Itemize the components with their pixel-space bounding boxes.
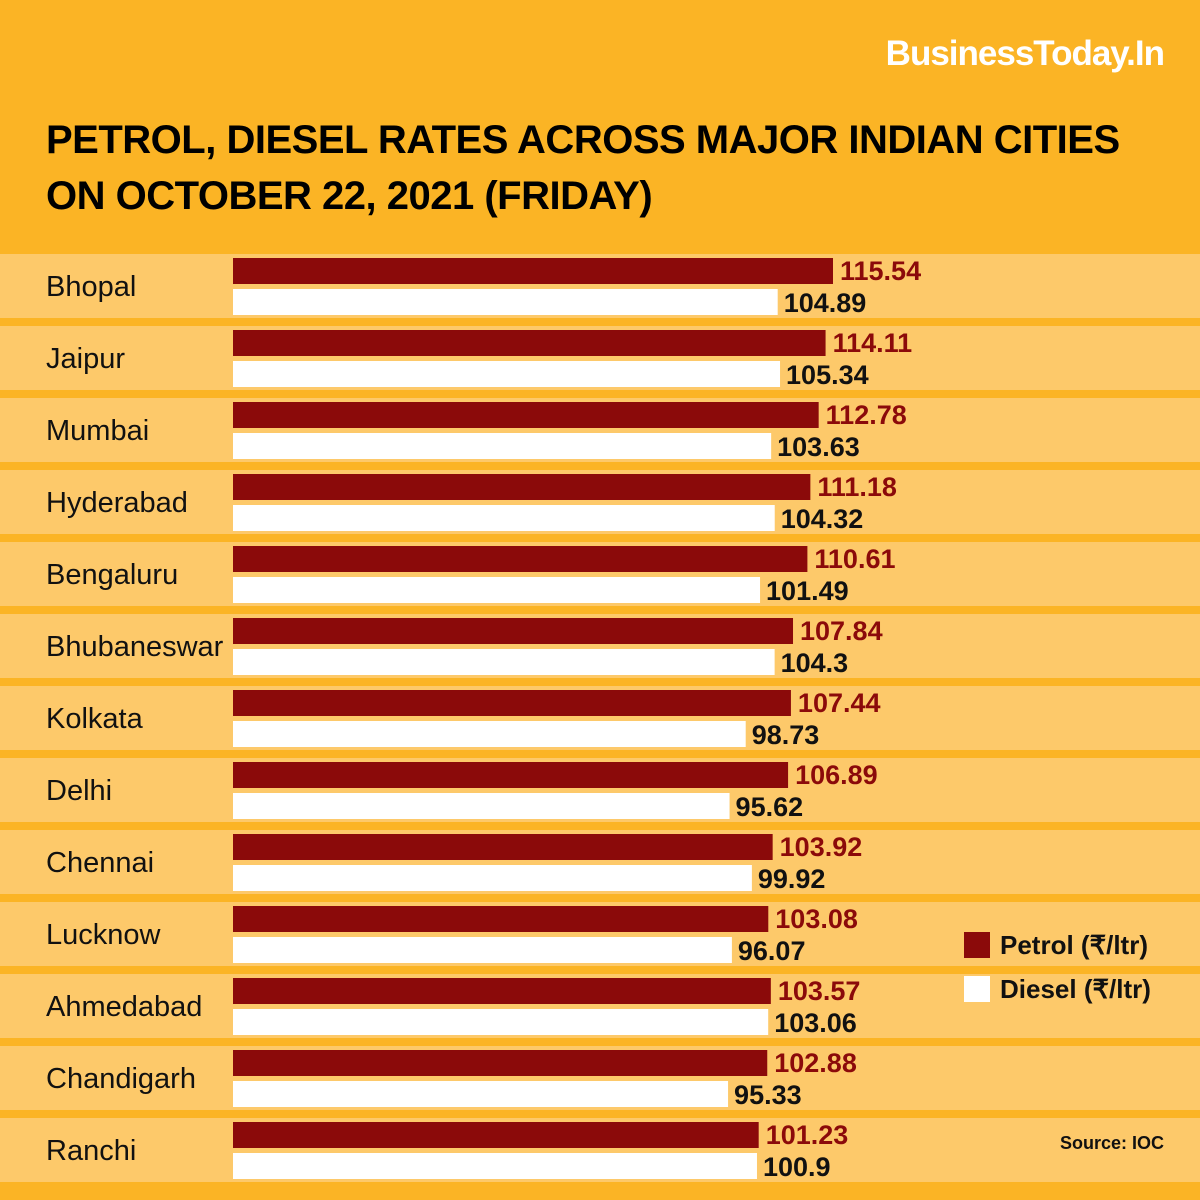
petrol-value-delhi: 106.89 <box>795 760 878 790</box>
diesel-bar-bhubaneswar <box>233 649 775 675</box>
city-label-hyderabad: Hyderabad <box>46 487 188 519</box>
petrol-bar-hyderabad <box>233 474 811 500</box>
diesel-bar-chandigarh <box>233 1081 729 1107</box>
petrol-bar-delhi <box>233 762 789 788</box>
city-label-delhi: Delhi <box>46 775 112 807</box>
petrol-bar-ranchi <box>233 1122 759 1148</box>
legend-swatch-petrol <box>964 932 990 958</box>
petrol-bar-kolkata <box>233 690 791 716</box>
city-label-bengaluru: Bengaluru <box>46 559 178 591</box>
city-label-chandigarh: Chandigarh <box>46 1063 196 1095</box>
city-label-bhubaneswar: Bhubaneswar <box>46 631 224 663</box>
legend: Petrol (₹/ltr) Diesel (₹/ltr) <box>964 930 1151 1018</box>
legend-item-diesel: Diesel (₹/ltr) <box>964 974 1151 1004</box>
city-label-ranchi: Ranchi <box>46 1135 136 1167</box>
diesel-value-bhubaneswar: 104.3 <box>781 648 849 678</box>
petrol-bar-bengaluru <box>233 546 808 572</box>
diesel-bar-bengaluru <box>233 577 761 603</box>
petrol-value-kolkata: 107.44 <box>798 688 881 718</box>
diesel-bar-ranchi <box>233 1153 757 1179</box>
petrol-value-chandigarh: 102.88 <box>774 1048 857 1078</box>
city-label-chennai: Chennai <box>46 847 154 879</box>
petrol-bar-jaipur <box>233 330 826 356</box>
city-label-bhopal: Bhopal <box>46 271 136 303</box>
diesel-value-bengaluru: 101.49 <box>766 576 849 606</box>
diesel-bar-lucknow <box>233 937 732 963</box>
city-label-kolkata: Kolkata <box>46 703 144 735</box>
legend-item-petrol: Petrol (₹/ltr) <box>964 930 1151 960</box>
diesel-bar-kolkata <box>233 721 746 747</box>
city-label-ahmedabad: Ahmedabad <box>46 991 202 1023</box>
diesel-value-chennai: 99.92 <box>758 864 826 894</box>
city-label-jaipur: Jaipur <box>46 343 125 375</box>
petrol-value-bhubaneswar: 107.84 <box>800 616 883 646</box>
diesel-value-ahmedabad: 103.06 <box>774 1008 857 1038</box>
petrol-value-hyderabad: 111.18 <box>817 472 897 502</box>
diesel-value-lucknow: 96.07 <box>738 936 806 966</box>
petrol-bar-chennai <box>233 834 773 860</box>
diesel-value-kolkata: 98.73 <box>752 720 820 750</box>
petrol-value-ahmedabad: 103.57 <box>778 976 861 1006</box>
petrol-value-bengaluru: 110.61 <box>814 544 895 574</box>
petrol-value-chennai: 103.92 <box>780 832 863 862</box>
petrol-bar-mumbai <box>233 402 819 428</box>
diesel-bar-hyderabad <box>233 505 775 531</box>
diesel-bar-delhi <box>233 793 730 819</box>
petrol-bar-bhubaneswar <box>233 618 794 644</box>
petrol-value-bhopal: 115.54 <box>840 256 921 286</box>
diesel-bar-mumbai <box>233 433 772 459</box>
petrol-bar-chandigarh <box>233 1050 768 1076</box>
petrol-value-lucknow: 103.08 <box>775 904 858 934</box>
diesel-value-ranchi: 100.9 <box>763 1152 831 1182</box>
legend-swatch-diesel <box>964 976 990 1002</box>
legend-label-diesel: Diesel (₹/ltr) <box>1000 973 1151 1004</box>
source-note: Source: IOC <box>1059 1133 1164 1153</box>
chart-title: PETROL, DIESEL RATES ACROSS MAJOR INDIAN… <box>46 118 1120 218</box>
petrol-value-ranchi: 101.23 <box>766 1120 849 1150</box>
petrol-value-mumbai: 112.78 <box>826 400 907 430</box>
legend-label-petrol: Petrol (₹/ltr) <box>1000 929 1148 960</box>
diesel-value-hyderabad: 104.32 <box>781 504 864 534</box>
diesel-bar-bhopal <box>233 289 778 315</box>
city-label-lucknow: Lucknow <box>46 919 162 951</box>
petrol-value-jaipur: 114.11 <box>833 328 913 358</box>
diesel-value-delhi: 95.62 <box>736 792 804 822</box>
diesel-value-mumbai: 103.63 <box>777 432 860 462</box>
petrol-bar-ahmedabad <box>233 978 771 1004</box>
diesel-bar-ahmedabad <box>233 1009 769 1035</box>
diesel-bar-chennai <box>233 865 752 891</box>
petrol-bar-bhopal <box>233 258 833 284</box>
diesel-value-bhopal: 104.89 <box>784 288 867 318</box>
diesel-value-chandigarh: 95.33 <box>734 1080 802 1110</box>
diesel-bar-jaipur <box>233 361 781 387</box>
diesel-value-jaipur: 105.34 <box>786 360 869 390</box>
petrol-bar-lucknow <box>233 906 769 932</box>
brand-logo: BusinessToday.In <box>885 34 1165 73</box>
city-label-mumbai: Mumbai <box>46 415 149 447</box>
